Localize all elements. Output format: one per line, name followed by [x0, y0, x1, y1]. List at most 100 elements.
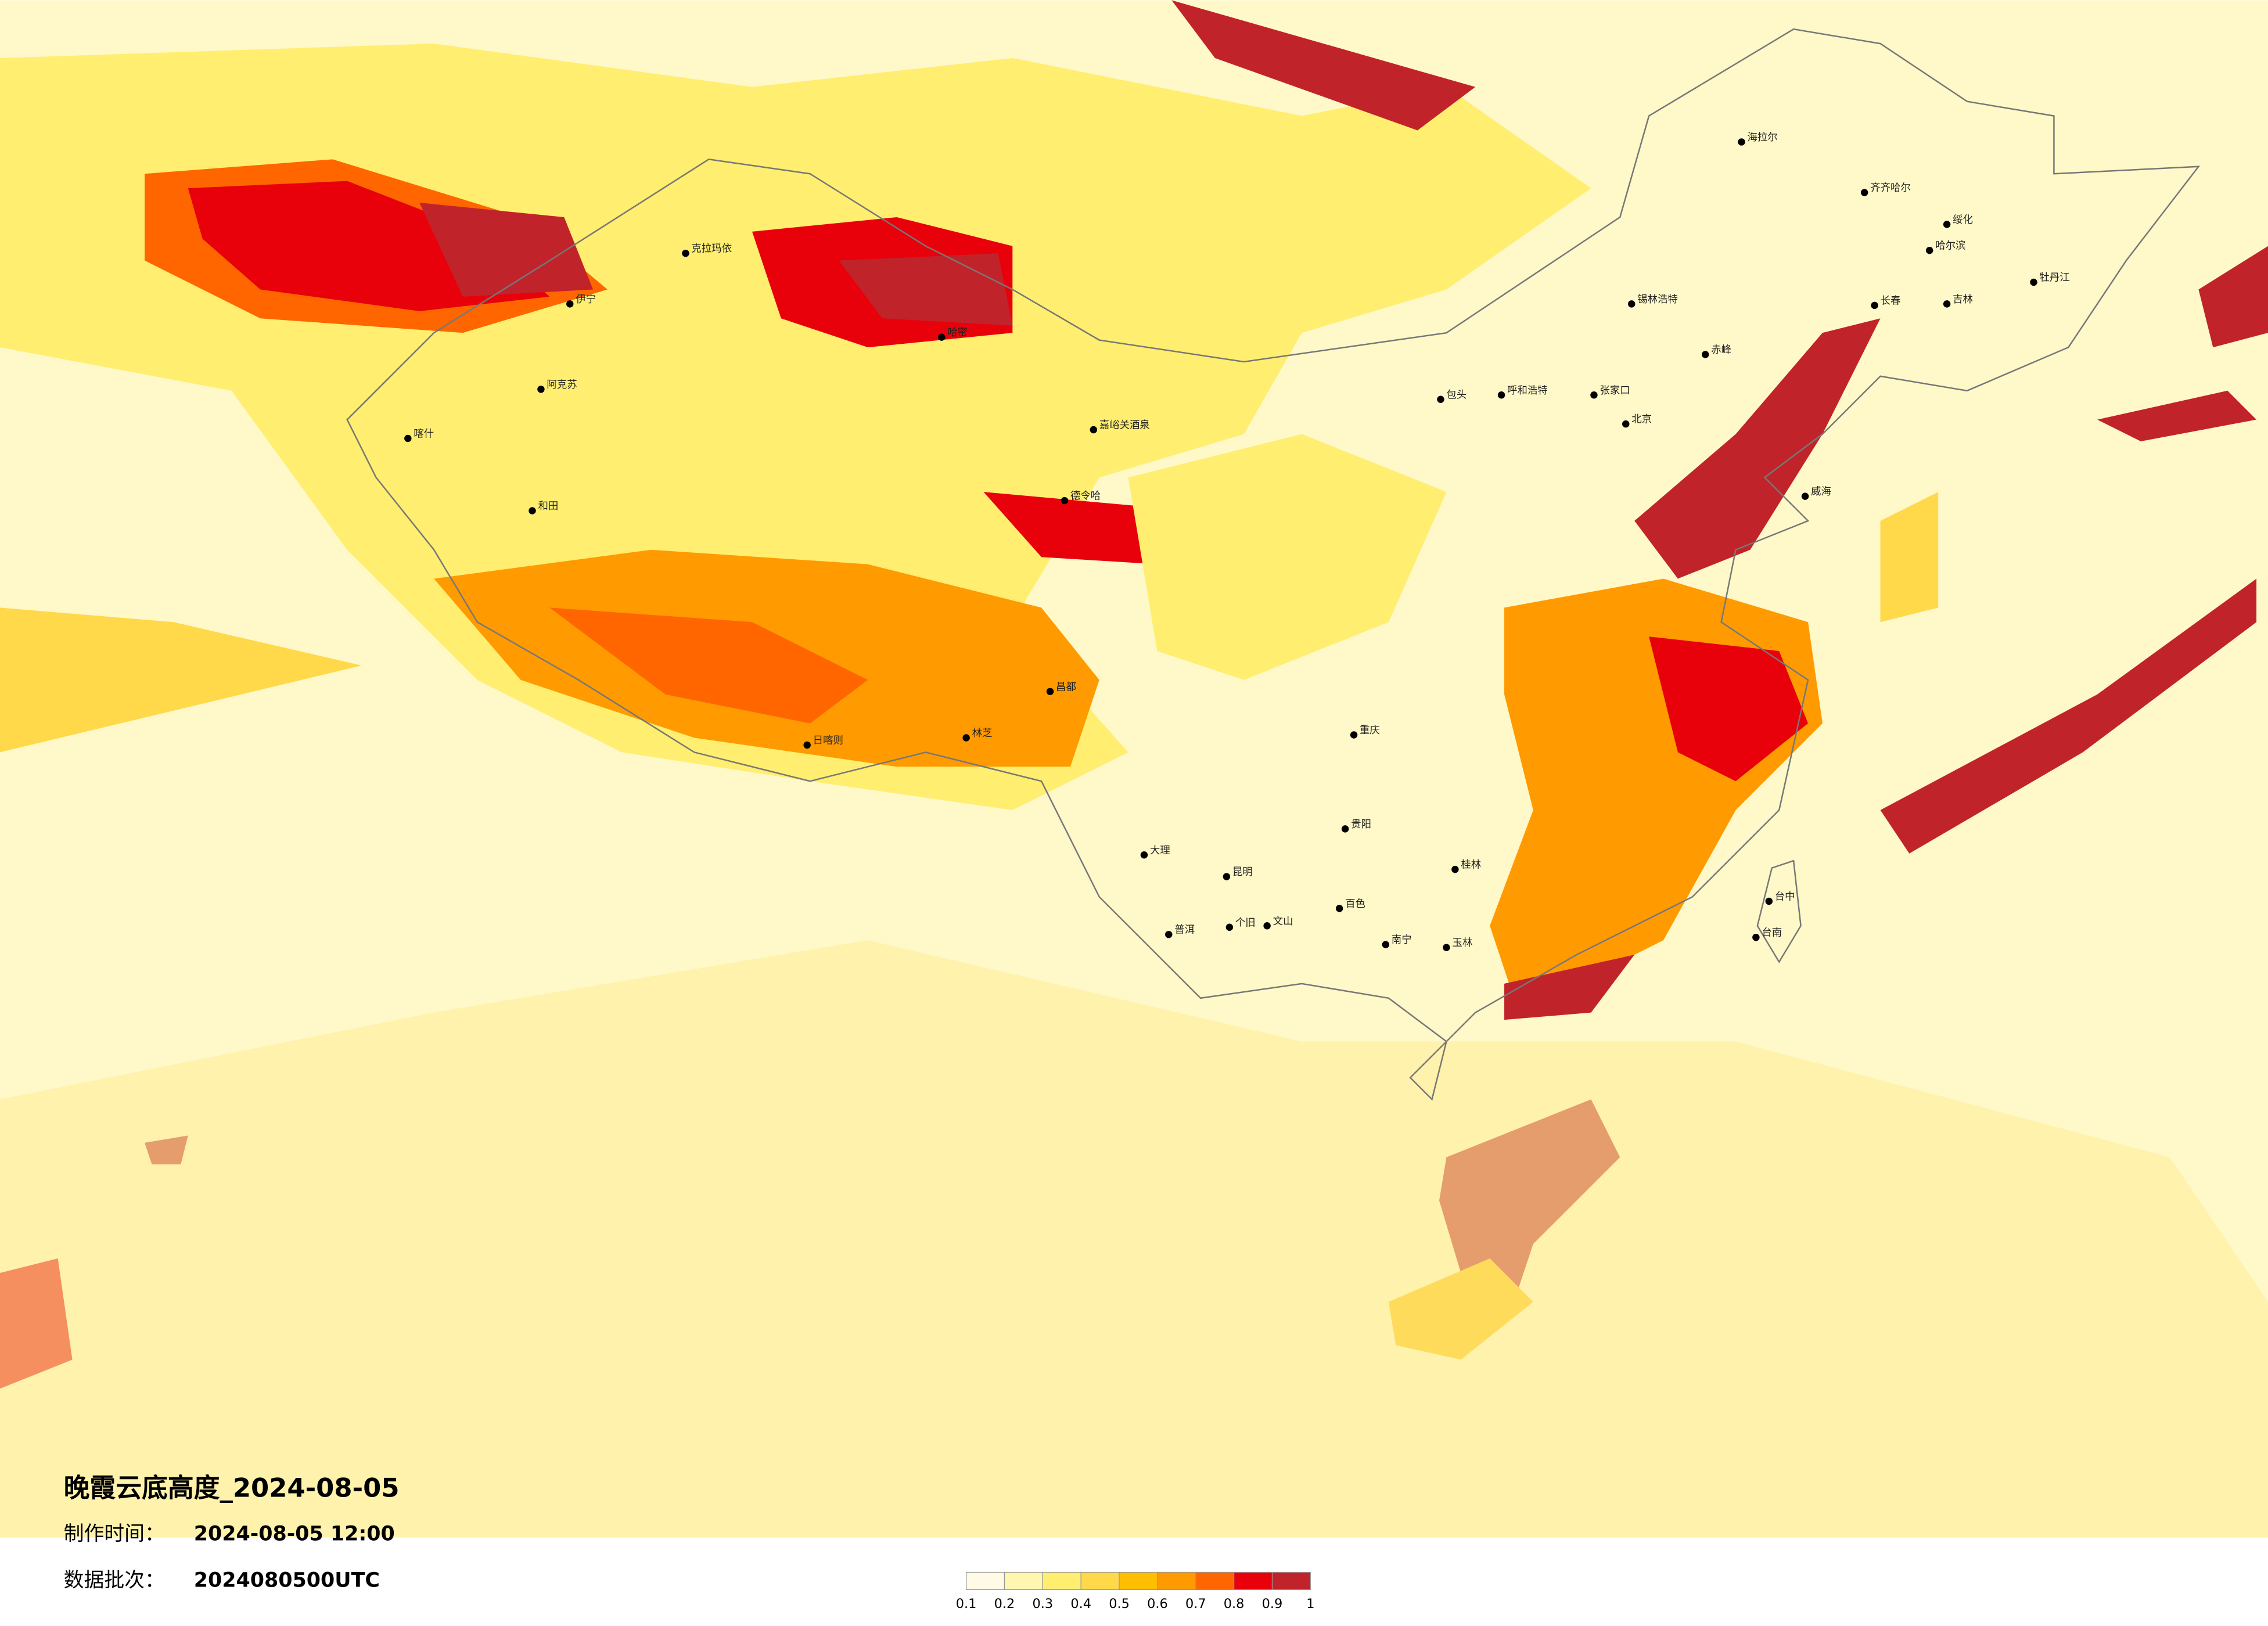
- city-dot: [1860, 189, 1868, 196]
- city-label: 锡林浩特: [1637, 294, 1678, 305]
- colorbar-swatch: [965, 1571, 1005, 1590]
- colorbar-swatch: [1195, 1571, 1235, 1590]
- colorbar-tick-label: 0.9: [1262, 1596, 1283, 1611]
- city-label: 百色: [1345, 898, 1365, 910]
- city-label: 喀什: [414, 429, 434, 440]
- city-dot: [1046, 688, 1054, 696]
- city-dot: [1943, 300, 1951, 308]
- city-label: 威海: [1811, 486, 1831, 498]
- city-label: 吉林: [1953, 294, 1973, 305]
- city-dot: [1140, 851, 1148, 859]
- city-label: 文山: [1273, 916, 1293, 927]
- city-dot: [1701, 351, 1709, 358]
- city-dot: [404, 434, 412, 443]
- city-label: 重庆: [1360, 725, 1380, 736]
- colorbar-swatch: [1042, 1571, 1081, 1590]
- city-label: 玉林: [1452, 937, 1472, 949]
- city-dot: [1765, 897, 1773, 905]
- city-dot: [1627, 300, 1636, 308]
- city-label: 昌都: [1056, 681, 1076, 693]
- colorbar-swatch: [1004, 1571, 1043, 1590]
- batch-label: 数据批次：: [64, 1569, 165, 1592]
- city-dot: [1165, 930, 1173, 938]
- city-label: 南宁: [1392, 934, 1412, 946]
- city-label: 绥化: [1953, 214, 1973, 226]
- city-dot: [1622, 420, 1630, 428]
- city-dot: [962, 734, 970, 742]
- made-time-label: 制作时间：: [64, 1523, 165, 1546]
- city-label: 日喀则: [813, 735, 843, 746]
- country-border: [346, 28, 2201, 1101]
- city-dot: [1871, 301, 1878, 310]
- city-label: 张家口: [1600, 385, 1630, 397]
- city-dot: [1451, 865, 1459, 873]
- city-dot: [1335, 905, 1343, 912]
- city-label: 克拉玛依: [691, 243, 732, 255]
- city-dot: [1090, 426, 1097, 434]
- city-dot: [566, 300, 574, 308]
- city-dot: [1752, 933, 1760, 941]
- city-dot: [1738, 138, 1745, 146]
- colorbar-tick-label: 0.2: [994, 1596, 1015, 1611]
- city-label: 林芝: [972, 728, 993, 739]
- city-label: 昆明: [1232, 866, 1253, 878]
- city-label: 德令哈: [1070, 491, 1101, 502]
- colorbar-swatch: [1080, 1571, 1120, 1590]
- colorbar-tick-label: 1: [1306, 1596, 1314, 1611]
- city-label: 大理: [1150, 845, 1170, 857]
- city-dot: [1443, 944, 1450, 951]
- city-dot: [537, 386, 545, 393]
- city-dot: [1437, 395, 1444, 403]
- colorbar: 0.1 0.2 0.3 0.4 0.5 0.6 0.7 0.8 0.9 1: [956, 1571, 1314, 1611]
- city-label: 北京: [1631, 414, 1652, 426]
- city-dot: [1225, 923, 1234, 931]
- city-dot: [1801, 492, 1809, 500]
- colorbar-tick-label: 0.4: [1070, 1596, 1091, 1611]
- cloud-field: [0, 0, 2268, 1538]
- colorbar-tick-label: 0.3: [1033, 1596, 1054, 1611]
- colorbar-swatch: [1271, 1571, 1311, 1590]
- city-dot: [1926, 246, 1933, 254]
- city-label: 贵阳: [1351, 819, 1371, 830]
- map-title: 晚霞云底高度_2024-08-05: [64, 1473, 400, 1503]
- city-label: 个旧: [1235, 917, 1256, 929]
- colorbar-swatch: [1119, 1571, 1158, 1590]
- city-label: 长春: [1881, 295, 1901, 307]
- colorbar-tick-label: 0.6: [1147, 1596, 1168, 1611]
- batch: 2024080500UTC: [194, 1569, 380, 1592]
- city-label: 齐齐哈尔: [1870, 182, 1911, 194]
- city-label: 哈密: [947, 327, 968, 339]
- colorbar-tick-label: 0.1: [956, 1596, 977, 1611]
- city-label: 哈尔滨: [1935, 240, 1965, 252]
- city-label: 阿克苏: [547, 379, 577, 391]
- city-label: 伊宁: [576, 294, 596, 305]
- city-dot: [1223, 873, 1231, 880]
- city-label: 普洱: [1174, 924, 1195, 936]
- city-label: 台中: [1775, 891, 1795, 902]
- city-label: 嘉峪关酒泉: [1099, 420, 1150, 431]
- colorbar-swatch: [1233, 1571, 1273, 1590]
- city-dot: [1497, 391, 1505, 399]
- city-dot: [1590, 391, 1598, 399]
- colorbar-swatch: [1157, 1571, 1196, 1590]
- city-dot: [803, 741, 811, 749]
- city-label: 包头: [1446, 389, 1467, 401]
- city-label: 海拉尔: [1747, 132, 1777, 143]
- city-label: 牡丹江: [2040, 272, 2070, 284]
- colorbar-tick-label: 0.5: [1109, 1596, 1130, 1611]
- city-dot: [1341, 825, 1349, 833]
- city-dot: [2030, 278, 2037, 286]
- city-dot: [938, 333, 946, 341]
- city-label: 赤峰: [1711, 344, 1731, 356]
- city-label: 呼和浩特: [1507, 385, 1548, 397]
- city-label: 和田: [538, 501, 558, 512]
- city-dot: [1263, 922, 1271, 930]
- city-dot: [1061, 497, 1069, 505]
- city-dot: [529, 507, 536, 515]
- city-label: 桂林: [1461, 859, 1481, 871]
- made-time: 2024-08-05 12:00: [194, 1523, 395, 1546]
- city-dot: [1943, 221, 1951, 228]
- island-border: [1756, 859, 1802, 963]
